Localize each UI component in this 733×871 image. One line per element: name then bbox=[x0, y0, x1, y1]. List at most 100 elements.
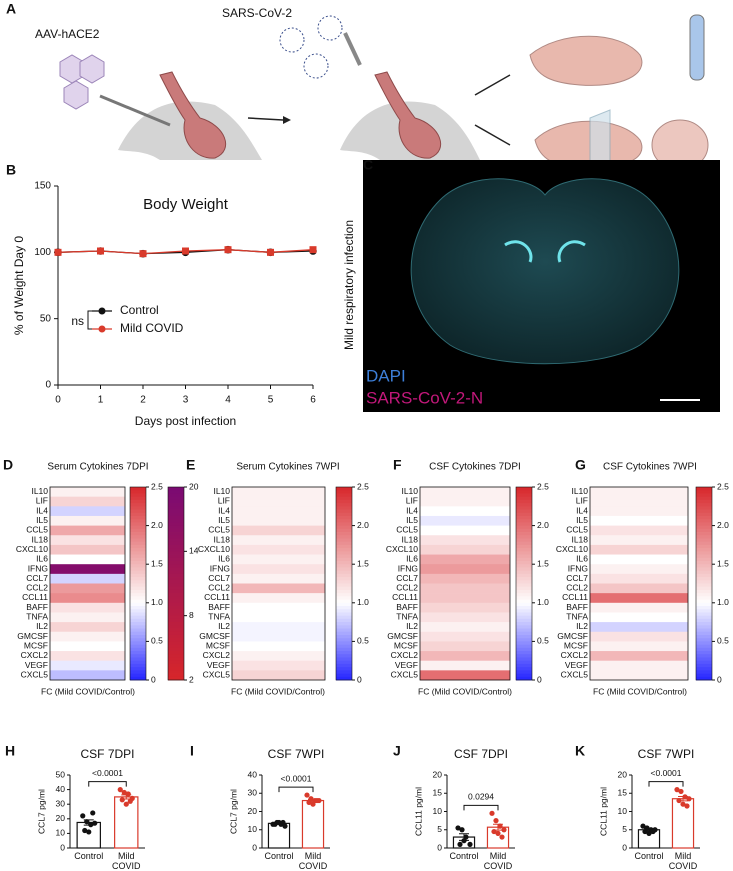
heat-cell bbox=[50, 525, 125, 536]
heat-cell bbox=[232, 660, 325, 671]
row-label: IL5 bbox=[36, 515, 48, 525]
significance-bracket bbox=[88, 781, 127, 787]
colorbar-slice bbox=[130, 670, 146, 674]
colorbar-slice bbox=[336, 641, 352, 646]
colorbar-tick-label: 1.0 bbox=[537, 597, 549, 607]
colorbar-slice bbox=[516, 647, 532, 652]
panel-label: D bbox=[3, 457, 13, 473]
colorbar-slice bbox=[516, 519, 532, 523]
heat-cell bbox=[232, 651, 325, 661]
colorbar-slice bbox=[516, 528, 532, 533]
colorbar-slice bbox=[168, 532, 184, 536]
colorbar-slice bbox=[168, 554, 184, 559]
point bbox=[97, 247, 104, 255]
colorbar-slice bbox=[168, 641, 184, 646]
colorbar-slice bbox=[696, 638, 712, 642]
vector-hexagon bbox=[79, 54, 105, 84]
data-point bbox=[678, 788, 684, 795]
colorbar-slice bbox=[130, 631, 146, 636]
heat-cell bbox=[232, 583, 325, 594]
brain-sagittal bbox=[529, 35, 643, 86]
row-label: VEGF bbox=[207, 660, 230, 670]
colorbar-tick-label: 2.0 bbox=[717, 520, 729, 530]
row-label: IL10 bbox=[31, 486, 48, 496]
heat-cell bbox=[232, 573, 325, 584]
colorbar-slice bbox=[168, 602, 184, 607]
colorbar-slice bbox=[516, 634, 532, 639]
row-label: CCL11 bbox=[204, 592, 230, 602]
colorbar-slice bbox=[168, 580, 184, 584]
heat-frame bbox=[419, 486, 511, 681]
colorbar-slice bbox=[168, 573, 184, 578]
heat-cell bbox=[590, 515, 688, 526]
data-point bbox=[88, 822, 94, 828]
colorbar-tick-label: 0.5 bbox=[717, 636, 729, 646]
legend-label: Control bbox=[120, 303, 159, 317]
heat-cell bbox=[420, 583, 510, 594]
colorbar-slice bbox=[130, 567, 146, 572]
colorbar-slice bbox=[130, 573, 146, 578]
colorbar-slice bbox=[336, 580, 352, 584]
row-label: IL6 bbox=[576, 554, 588, 564]
point bbox=[182, 247, 189, 255]
colorbar-slice bbox=[696, 544, 712, 549]
colorbar-slice bbox=[130, 577, 146, 581]
colorbar-slice bbox=[130, 525, 146, 530]
colorbar-slice bbox=[130, 676, 146, 681]
colorbar-slice bbox=[130, 596, 146, 600]
y-axis-label: Mild respiratory infection bbox=[342, 220, 356, 350]
y-tick-label: 5 bbox=[622, 824, 627, 834]
colorbar-slice bbox=[130, 535, 146, 539]
row-label: BAFF bbox=[208, 602, 230, 612]
heat-cell bbox=[590, 554, 688, 565]
colorbar-tick-label: 0 bbox=[151, 674, 156, 684]
y-tick-label: 50 bbox=[56, 769, 66, 779]
colorbar-slice bbox=[130, 660, 146, 665]
colorbar-slice bbox=[516, 509, 532, 514]
row-label: IL6 bbox=[36, 554, 48, 564]
colorbar-slice bbox=[516, 567, 532, 572]
y-axis-label: CCL11 pg/ml bbox=[598, 787, 608, 836]
label: SARS-CoV-2 bbox=[222, 6, 292, 20]
colorbar-slice bbox=[130, 580, 146, 584]
colorbar-slice bbox=[336, 567, 352, 572]
heat-cell bbox=[232, 641, 325, 652]
data-point bbox=[310, 801, 316, 807]
colorbar-slice bbox=[168, 538, 184, 543]
row-label: CXCL2 bbox=[391, 650, 419, 660]
colorbar-slice bbox=[168, 544, 184, 549]
colorbar-slice bbox=[130, 583, 146, 588]
x-tick-label: Mild COVID bbox=[483, 851, 513, 871]
colorbar-slice bbox=[336, 612, 352, 617]
colorbar-slice bbox=[516, 544, 532, 549]
virus bbox=[303, 53, 329, 79]
colorbar-slice bbox=[130, 663, 146, 668]
heat-cell bbox=[590, 602, 688, 613]
heat-cell bbox=[420, 593, 510, 604]
colorbar-slice bbox=[130, 551, 146, 555]
colorbar-slice bbox=[336, 628, 352, 633]
colorbar-slice bbox=[696, 528, 712, 533]
row-label: CCL5 bbox=[208, 525, 230, 535]
x-axis-label: FC (Mild COVID/Control) bbox=[593, 686, 687, 696]
colorbar-slice bbox=[696, 641, 712, 646]
lung-trachea bbox=[159, 71, 227, 159]
row-label: CCL7 bbox=[396, 573, 418, 583]
colorbar-slice bbox=[336, 602, 352, 607]
chart-title: CSF 7WPI bbox=[638, 747, 695, 761]
colorbar-slice bbox=[130, 586, 146, 591]
colorbar-slice bbox=[130, 638, 146, 642]
row-label: CXCL5 bbox=[561, 669, 589, 679]
colorbar-frame bbox=[167, 486, 185, 681]
data-point bbox=[646, 830, 652, 837]
row-label: CCL2 bbox=[396, 583, 418, 593]
colorbar-slice bbox=[696, 496, 712, 501]
x-tick-label: 1 bbox=[98, 395, 104, 406]
colorbar-slice bbox=[516, 541, 532, 546]
colorbar-slice bbox=[696, 628, 712, 633]
heat-cell bbox=[232, 564, 325, 575]
colorbar-slice bbox=[130, 499, 146, 504]
colorbar-slice bbox=[336, 557, 352, 562]
colorbar-tick-label: 1.0 bbox=[357, 597, 369, 607]
colorbar-slice bbox=[696, 654, 712, 658]
